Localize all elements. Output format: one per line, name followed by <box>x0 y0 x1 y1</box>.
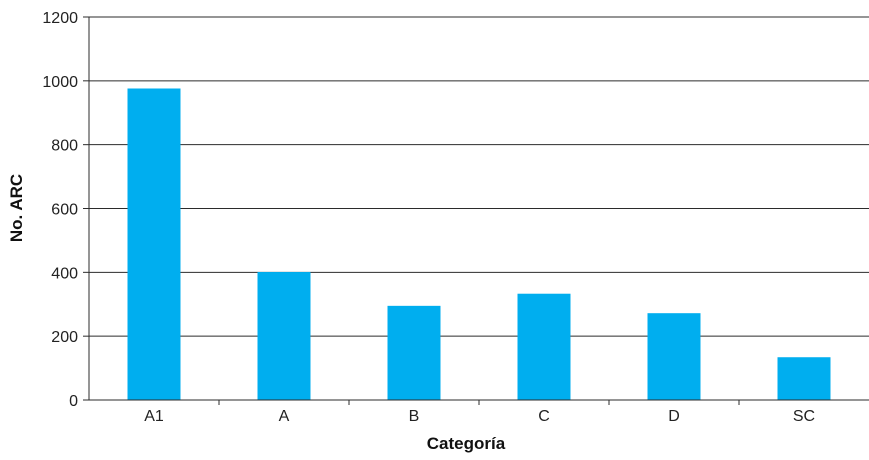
x-tick-label: A1 <box>144 408 164 425</box>
x-tick-label: C <box>538 408 550 425</box>
y-axis-title: No. ARC <box>7 174 26 242</box>
y-tick-label: 400 <box>51 265 78 282</box>
bar-a <box>257 272 311 400</box>
bar-sc <box>777 357 831 400</box>
y-tick-label: 1000 <box>42 74 78 91</box>
bar-c <box>517 293 571 400</box>
x-tick-label: D <box>668 408 680 425</box>
gridlines <box>89 16 869 337</box>
y-tick-label: 0 <box>69 393 78 410</box>
x-axis-title: Categoría <box>427 434 506 453</box>
x-tick-label: SC <box>793 408 815 425</box>
y-tick-label: 1200 <box>42 10 78 27</box>
y-tick-label: 800 <box>51 138 78 155</box>
x-axis-tick-labels: A1 A B C D SC <box>144 400 815 425</box>
bar-d <box>647 313 701 400</box>
y-tick-label: 200 <box>51 329 78 346</box>
x-tick-label: B <box>409 408 420 425</box>
bars <box>127 88 831 400</box>
bar-b <box>387 305 441 400</box>
y-tick-label: 600 <box>51 202 78 219</box>
y-axis-tick-labels: 0 200 400 600 800 1000 1200 <box>42 10 89 410</box>
x-tick-label: A <box>279 408 290 425</box>
bar-a1 <box>127 88 181 400</box>
